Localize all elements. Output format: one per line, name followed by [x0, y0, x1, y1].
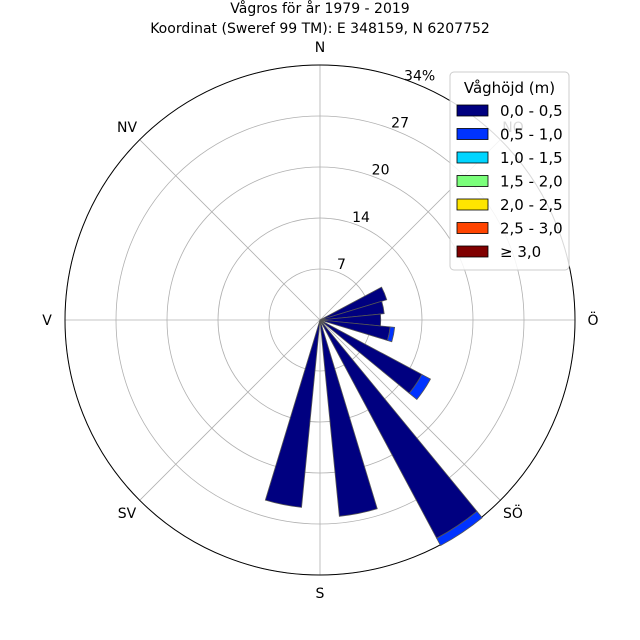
grid-spoke-6	[139, 319, 321, 501]
legend-label-7: ≥ 3,0	[500, 243, 541, 261]
radial-tick-label-2: 14	[352, 210, 370, 226]
legend-label-2: 0,5 - 1,0	[500, 126, 563, 144]
direction-label-s: S	[316, 586, 325, 602]
rose-bar-2-bin-1	[319, 300, 385, 321]
direction-label-sö: SÖ	[503, 504, 523, 522]
legend-swatch-5	[456, 198, 489, 211]
direction-label-nv: NV	[117, 120, 137, 136]
rose-bar-7-bin-1	[319, 319, 378, 517]
chart-title: Vågros för år 1979 - 2019	[230, 0, 409, 17]
radial-tick-label-5: 34%	[404, 68, 435, 84]
legend-swatch-7	[456, 245, 489, 258]
outer-ring	[64, 64, 576, 576]
legend-label-4: 1,5 - 2,0	[500, 173, 563, 191]
legend-label-6: 2,5 - 3,0	[500, 220, 563, 238]
radial-tick-label-1: 7	[337, 257, 346, 273]
grid-spoke-8	[139, 139, 321, 321]
legend-label-1: 0,0 - 0,5	[500, 102, 563, 120]
legend-title: Våghöjd (m)	[464, 79, 555, 97]
radial-tick-label-3: 20	[372, 163, 390, 179]
legend-swatch-1	[456, 104, 489, 117]
legend-swatch-3	[456, 151, 489, 164]
radial-tick-labels: 7 14 20 27 34%	[337, 68, 435, 273]
rose-bar-1-bin-1	[319, 286, 388, 321]
legend-label-3: 1,0 - 1,5	[500, 149, 563, 167]
rose-bar-6-bin-2	[436, 510, 483, 547]
grid-spoke-4	[319, 319, 501, 501]
direction-label-n: N	[315, 40, 325, 56]
rose-bar-4-bin-2	[386, 326, 396, 343]
legend: Våghöjd (m) 0,0 - 0,5 0,5 - 1,0 1,0 - 1,5 1,…	[449, 71, 570, 271]
legend-swatch-6	[456, 222, 489, 234]
legend-label-5: 2,0 - 2,5	[500, 196, 563, 214]
chart-subtitle: Koordinat (Sweref 99 TM): E 348159, N 62…	[150, 21, 490, 37]
polar-grid	[64, 64, 576, 576]
rose-bar-8-bin-1	[264, 319, 321, 508]
direction-label-sv: SV	[118, 506, 137, 522]
legend-swatch-4	[456, 175, 489, 187]
legend-swatch-2	[456, 128, 489, 140]
rose-bar-5-bin-2	[408, 373, 432, 401]
direction-label-ö: Ö	[587, 311, 598, 329]
rose-bars	[264, 286, 483, 547]
radial-tick-label-4: 27	[391, 116, 409, 132]
direction-label-v: V	[42, 313, 52, 329]
legend-box	[449, 71, 570, 271]
